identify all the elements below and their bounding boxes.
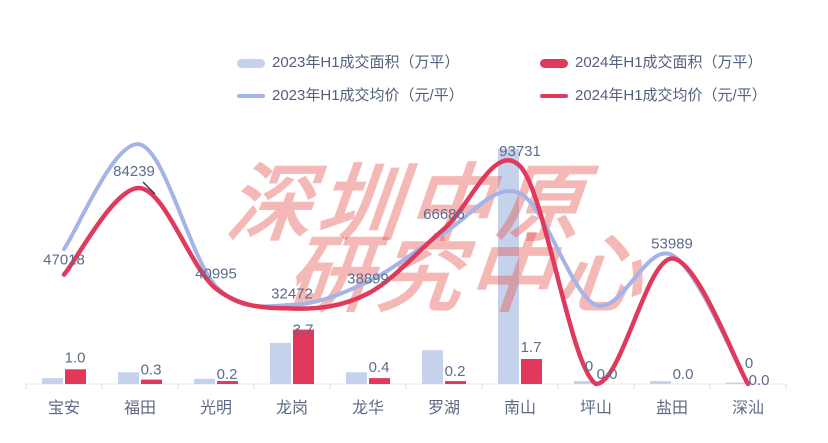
bar-2024-6 xyxy=(521,359,542,384)
price-label-2024-6: 93731 xyxy=(499,143,541,160)
category-label-6: 南山 xyxy=(504,399,536,417)
bar-label-2024-0: 1.0 xyxy=(65,349,86,366)
legend-swatch-2024-price xyxy=(540,94,568,98)
bar-label-2024-1: 0.3 xyxy=(141,362,162,379)
legend-item-2024-price[interactable]: 2024年H1成交均价（元/平） xyxy=(540,87,767,105)
bar-2023-2 xyxy=(194,378,215,384)
bar-label-2024-6: 1.7 xyxy=(521,339,542,356)
bar-2023-9 xyxy=(726,382,747,384)
legend-label-2023-area: 2023年H1成交面积（万平） xyxy=(272,54,460,71)
price-label-2024-2: 40995 xyxy=(195,266,237,283)
category-label-4: 龙华 xyxy=(352,399,384,417)
legend-swatch-2023-price xyxy=(237,94,265,98)
bar-2023-8 xyxy=(650,381,671,384)
bar-2023-3 xyxy=(270,342,291,384)
bar-2024-3 xyxy=(293,329,314,384)
bar-2023-1 xyxy=(118,372,139,384)
bar-2024-0 xyxy=(65,369,86,384)
legend-item-2023-price[interactable]: 2023年H1成交均价（元/平） xyxy=(237,87,464,105)
bar-label-2024-4: 0.4 xyxy=(369,359,390,376)
category-label-1: 福田 xyxy=(124,399,156,417)
bar-2023-0 xyxy=(42,378,63,384)
legend-label-2024-price: 2024年H1成交均价（元/平） xyxy=(575,87,767,104)
price-label-2024-1: 84239 xyxy=(113,163,155,180)
category-label-9: 深汕 xyxy=(732,399,764,417)
bar-label-2024-5: 0.2 xyxy=(445,363,466,380)
bar-2024-4 xyxy=(369,378,390,384)
bar-2024-5 xyxy=(445,381,466,384)
price-label-2024-9: 0 xyxy=(745,355,753,372)
legend-item-2024-area[interactable]: 2024年H1成交面积（万平） xyxy=(540,54,763,72)
bar-label-2024-7: 0.0 xyxy=(597,366,618,383)
legend-label-2024-area: 2024年H1成交面积（万平） xyxy=(575,54,763,71)
price-label-2024-8: 53989 xyxy=(651,235,693,252)
legend-swatch-2024-area xyxy=(540,58,568,68)
category-label-3: 龙岗 xyxy=(276,399,308,417)
category-label-5: 罗湖 xyxy=(428,399,460,417)
legend-swatch-2023-area xyxy=(237,58,265,68)
bar-label-2024-2: 0.2 xyxy=(217,366,238,383)
price-line-2024 xyxy=(61,158,751,387)
legend-label-2023-price: 2023年H1成交均价（元/平） xyxy=(272,87,464,104)
bar-label-2024-3: 3.7 xyxy=(293,322,314,339)
category-label-2: 光明 xyxy=(200,399,232,417)
bar-2023-4 xyxy=(346,372,367,384)
bar-2023-6 xyxy=(498,148,519,384)
bar-label-2024-8: 0.0 xyxy=(673,366,694,383)
bar-2023-7 xyxy=(574,381,595,384)
legend-item-2023-area[interactable]: 2023年H1成交面积（万平） xyxy=(237,54,460,72)
label-leader-line xyxy=(142,181,156,195)
category-label-8: 盐田 xyxy=(656,399,688,417)
price-label-2024-5: 66686 xyxy=(423,206,465,223)
bar-2024-1 xyxy=(141,379,162,384)
price-label-2024-7: 0 xyxy=(585,358,593,375)
category-label-7: 坪山 xyxy=(580,399,612,417)
price-label-2024-3: 32472 xyxy=(271,285,313,302)
price-label-2024-4: 38899 xyxy=(347,271,389,288)
bar-label-2024-9: 0.0 xyxy=(749,372,770,389)
bar-2023-5 xyxy=(422,350,443,384)
price-label-2024-0: 47018 xyxy=(43,252,85,269)
bar-2024-2 xyxy=(217,381,238,384)
category-label-0: 宝安 xyxy=(48,399,80,417)
